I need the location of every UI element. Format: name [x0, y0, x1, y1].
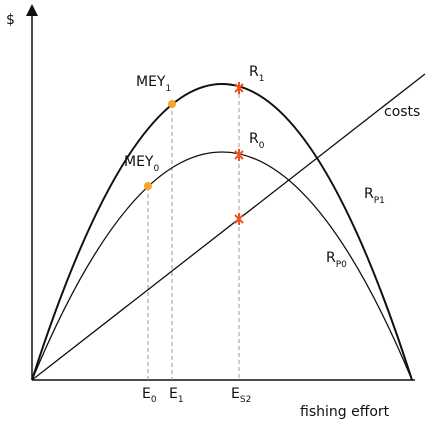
mey0-point — [144, 182, 152, 190]
rp1-label: RP1 — [364, 186, 385, 206]
label-main: E — [142, 386, 151, 402]
label-main: MEY — [136, 74, 166, 90]
e0-label: E0 — [142, 386, 157, 405]
revenue-curve-p0 — [31, 151, 413, 381]
es2-label: ES2 — [231, 386, 251, 405]
label-sub: 0 — [153, 164, 159, 174]
label-main: MEY — [124, 154, 154, 170]
mey1-label: MEY1 — [136, 74, 171, 94]
label-sub: 1 — [178, 395, 184, 405]
label-sub: 0 — [259, 141, 265, 151]
label-sub: 1 — [165, 84, 171, 94]
label-sub: S2 — [240, 395, 251, 405]
r0-label: R0 — [249, 131, 265, 151]
label-main: E — [231, 386, 240, 402]
x-label: fishing effort — [300, 404, 390, 420]
r1-label: R1 — [249, 64, 264, 84]
star-markers — [234, 82, 244, 225]
label-main: R — [249, 131, 259, 147]
mey1-point — [168, 100, 176, 108]
label-sub: P0 — [336, 260, 347, 270]
label-main: R — [249, 64, 259, 80]
label-main: R — [326, 250, 336, 266]
revenue-curve-p1 — [31, 83, 413, 381]
mey0-label: MEY0 — [124, 154, 159, 174]
y-label: $ — [6, 12, 15, 28]
e1-label: E1 — [169, 386, 184, 405]
label-main: E — [169, 386, 178, 402]
label-main: R — [364, 186, 374, 202]
label-sub: P1 — [374, 196, 385, 206]
costs-label: costs — [384, 104, 420, 120]
label-sub: 1 — [259, 74, 265, 84]
label-sub: 0 — [151, 395, 157, 405]
rp0-label: RP0 — [326, 250, 347, 270]
cost-line — [31, 73, 426, 381]
